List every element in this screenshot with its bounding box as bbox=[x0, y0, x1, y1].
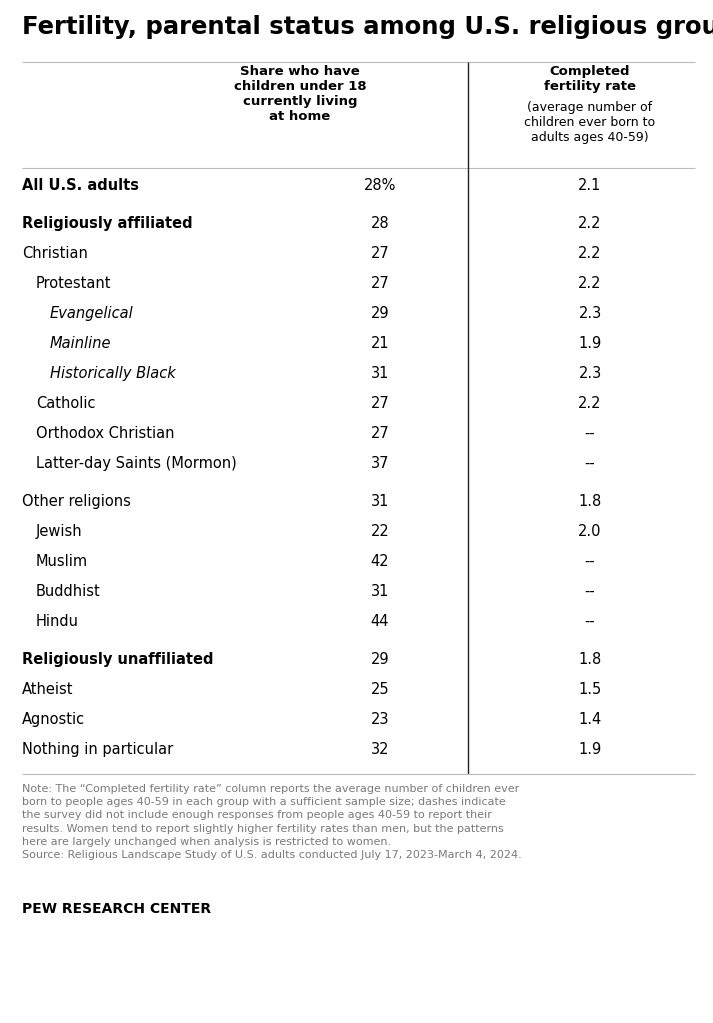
Text: 1.4: 1.4 bbox=[578, 712, 602, 727]
Text: All U.S. adults: All U.S. adults bbox=[22, 178, 139, 193]
Text: Religiously unaffiliated: Religiously unaffiliated bbox=[22, 652, 213, 667]
Text: 25: 25 bbox=[371, 682, 389, 697]
Text: 28: 28 bbox=[371, 216, 389, 231]
Text: Fertility, parental status among U.S. religious groups: Fertility, parental status among U.S. re… bbox=[22, 15, 713, 39]
Text: 28%: 28% bbox=[364, 178, 396, 193]
Text: --: -- bbox=[585, 584, 595, 599]
Text: 2.2: 2.2 bbox=[578, 216, 602, 231]
Text: 2.3: 2.3 bbox=[578, 306, 602, 321]
Text: 27: 27 bbox=[371, 276, 389, 291]
Text: Completed
fertility rate: Completed fertility rate bbox=[544, 65, 636, 93]
Text: (average number of
children ever born to
adults ages 40-59): (average number of children ever born to… bbox=[525, 101, 655, 144]
Text: 27: 27 bbox=[371, 246, 389, 261]
Text: 2.1: 2.1 bbox=[578, 178, 602, 193]
Text: Other religions: Other religions bbox=[22, 494, 131, 509]
Text: Mainline: Mainline bbox=[50, 336, 111, 351]
Text: 2.2: 2.2 bbox=[578, 396, 602, 411]
Text: Hindu: Hindu bbox=[36, 614, 79, 629]
Text: 31: 31 bbox=[371, 584, 389, 599]
Text: 2.3: 2.3 bbox=[578, 366, 602, 381]
Text: Catholic: Catholic bbox=[36, 396, 96, 411]
Text: Muslim: Muslim bbox=[36, 554, 88, 569]
Text: Share who have
children under 18
currently living
at home: Share who have children under 18 current… bbox=[234, 65, 366, 123]
Text: --: -- bbox=[585, 426, 595, 441]
Text: 37: 37 bbox=[371, 456, 389, 471]
Text: 1.8: 1.8 bbox=[578, 494, 602, 509]
Text: 27: 27 bbox=[371, 426, 389, 441]
Text: 42: 42 bbox=[371, 554, 389, 569]
Text: Atheist: Atheist bbox=[22, 682, 73, 697]
Text: Protestant: Protestant bbox=[36, 276, 111, 291]
Text: Orthodox Christian: Orthodox Christian bbox=[36, 426, 175, 441]
Text: 2.2: 2.2 bbox=[578, 246, 602, 261]
Text: Christian: Christian bbox=[22, 246, 88, 261]
Text: PEW RESEARCH CENTER: PEW RESEARCH CENTER bbox=[22, 902, 211, 916]
Text: Historically Black: Historically Black bbox=[50, 366, 175, 381]
Text: 29: 29 bbox=[371, 306, 389, 321]
Text: --: -- bbox=[585, 554, 595, 569]
Text: Religiously affiliated: Religiously affiliated bbox=[22, 216, 193, 231]
Text: 31: 31 bbox=[371, 366, 389, 381]
Text: Nothing in particular: Nothing in particular bbox=[22, 742, 173, 757]
Text: 23: 23 bbox=[371, 712, 389, 727]
Text: 1.9: 1.9 bbox=[578, 742, 602, 757]
Text: Buddhist: Buddhist bbox=[36, 584, 101, 599]
Text: --: -- bbox=[585, 614, 595, 629]
Text: --: -- bbox=[585, 456, 595, 471]
Text: 1.8: 1.8 bbox=[578, 652, 602, 667]
Text: 1.5: 1.5 bbox=[578, 682, 602, 697]
Text: 21: 21 bbox=[371, 336, 389, 351]
Text: Latter-day Saints (Mormon): Latter-day Saints (Mormon) bbox=[36, 456, 237, 471]
Text: 2.0: 2.0 bbox=[578, 524, 602, 539]
Text: Note: The “Completed fertility rate” column reports the average number of childr: Note: The “Completed fertility rate” col… bbox=[22, 784, 522, 860]
Text: 1.9: 1.9 bbox=[578, 336, 602, 351]
Text: Evangelical: Evangelical bbox=[50, 306, 134, 321]
Text: 2.2: 2.2 bbox=[578, 276, 602, 291]
Text: Jewish: Jewish bbox=[36, 524, 83, 539]
Text: 44: 44 bbox=[371, 614, 389, 629]
Text: Agnostic: Agnostic bbox=[22, 712, 85, 727]
Text: 29: 29 bbox=[371, 652, 389, 667]
Text: 27: 27 bbox=[371, 396, 389, 411]
Text: 22: 22 bbox=[371, 524, 389, 539]
Text: 31: 31 bbox=[371, 494, 389, 509]
Text: 32: 32 bbox=[371, 742, 389, 757]
